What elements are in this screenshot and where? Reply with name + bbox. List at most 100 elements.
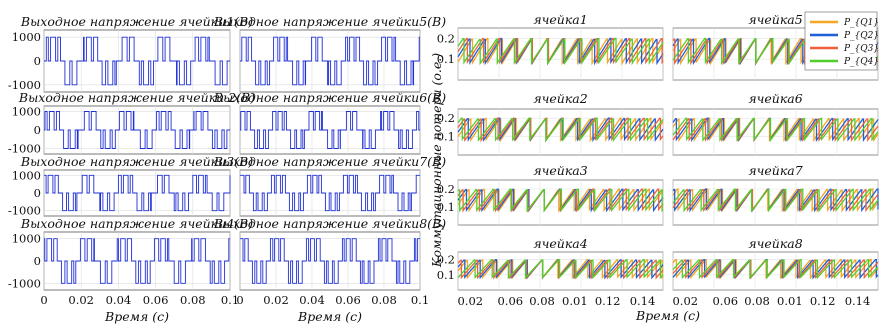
panel-title: ячейка1	[533, 12, 587, 27]
x-tick-label: 0.04	[299, 293, 325, 307]
voltage-panel-4	[43, 231, 231, 291]
voltage-waveform	[44, 36, 230, 86]
y-tick-label: -1000	[8, 141, 41, 155]
y-tick-label: 0.2	[437, 182, 455, 196]
voltage-waveform	[240, 111, 420, 149]
legend-label: P_{Q4}	[843, 57, 879, 67]
panel-title: ячейка7	[748, 163, 802, 178]
loss-plot-area	[672, 251, 879, 291]
x-tick-label: 0.06	[335, 293, 361, 307]
y-tick-label: 0	[34, 186, 41, 200]
x-axis-label: Время (с)	[104, 309, 169, 324]
loss-panel-7	[672, 179, 879, 226]
loss-series-1	[457, 117, 664, 143]
y-tick-label: 0.2	[437, 31, 455, 45]
x-tick-label: 0.12	[595, 294, 621, 308]
voltage-waveform	[240, 238, 420, 284]
panel-title: Выходное напряжение ячейки6(В)	[213, 90, 446, 105]
y-tick-label: 0.1	[437, 268, 455, 282]
loss-series-4	[457, 188, 664, 213]
loss-series-4	[457, 258, 664, 280]
loss-panel-6	[672, 108, 879, 156]
loss-series-4	[457, 37, 664, 66]
panel-title: ячейка4	[533, 236, 587, 251]
voltage-waveform	[240, 174, 420, 212]
y-axis-label: Коммутационные потери (о.е.)	[429, 53, 444, 268]
x-tick-label: 0	[236, 293, 243, 307]
voltage-panel-2	[43, 105, 231, 155]
x-axis-label: Время (с)	[297, 309, 362, 324]
y-tick-label: 0	[34, 54, 41, 68]
loss-panel-4	[457, 251, 664, 291]
panel-title: Выходное напряжение ячейки7(В)	[213, 154, 446, 169]
y-tick-label: 1000	[12, 30, 41, 44]
x-tick-label: 0.06	[712, 294, 738, 308]
voltage-waveform	[44, 111, 230, 149]
panel-title: Выходное напряжение ячейки8(В)	[213, 216, 446, 231]
loss-series-1	[457, 37, 664, 66]
x-tick-label: 0.1	[221, 293, 239, 307]
x-tick-label: 0.1	[411, 293, 429, 307]
y-tick-label: 0	[34, 123, 41, 137]
x-tick-label: 0.02	[263, 293, 289, 307]
voltage-panel-8	[239, 231, 421, 291]
loss-series-1	[672, 258, 879, 280]
x-tick-label: 0.02	[672, 294, 698, 308]
loss-series-1	[672, 188, 879, 213]
y-tick-label: 0.1	[437, 200, 455, 214]
voltage-panel-7	[239, 169, 421, 217]
x-tick-label: 0.04	[106, 293, 132, 307]
voltage-panel-5	[239, 29, 421, 93]
y-tick-label: -1000	[8, 204, 41, 218]
x-tick-label: 0.14	[630, 294, 656, 308]
y-tick-label: 0.2	[437, 253, 455, 267]
panel-title: ячейка8	[748, 236, 802, 251]
y-tick-label: 0	[34, 254, 41, 268]
voltage-panel-1	[43, 29, 231, 93]
loss-series-4	[672, 117, 879, 143]
x-tick-label: 0.08	[180, 293, 206, 307]
loss-series-4	[672, 258, 879, 280]
x-tick-label: 0.08	[529, 294, 555, 308]
loss-series-4	[672, 188, 879, 213]
x-tick-label: 0.06	[497, 294, 523, 308]
y-tick-label: 0.2	[437, 111, 455, 125]
y-tick-label: 1000	[12, 168, 41, 182]
voltage-waveform	[44, 174, 231, 212]
loss-panel-3	[457, 179, 664, 226]
panel-title: ячейка6	[748, 91, 802, 106]
loss-panel-8	[672, 251, 879, 291]
panel-title: ячейка5	[748, 12, 802, 27]
loss-series-4	[457, 117, 664, 143]
panel-title: Выходное напряжение ячейки4(В)	[20, 216, 253, 231]
x-tick-label: 0.06	[143, 293, 169, 307]
legend-label: P_{Q3}	[843, 44, 879, 54]
panel-title: ячейка2	[533, 91, 587, 106]
loss-panel-2	[457, 108, 664, 156]
x-tick-label: 0.02	[68, 293, 94, 307]
x-tick-label: 0.12	[810, 294, 836, 308]
x-tick-label: 0	[40, 293, 47, 307]
panel-title: Выходное напряжение ячейки1(В)	[20, 14, 253, 29]
panel-title: ячейка3	[533, 163, 587, 178]
legend	[804, 11, 878, 71]
y-tick-label: -1000	[8, 276, 41, 290]
x-tick-label: 0.14	[845, 294, 871, 308]
voltage-panel-3	[43, 169, 231, 217]
legend-label: P_{Q1}	[843, 18, 879, 28]
x-axis-label: Время (с)	[635, 308, 700, 323]
x-tick-label: 0.08	[371, 293, 397, 307]
x-tick-label: 0.08	[744, 294, 770, 308]
panel-title: Выходное напряжение ячейки5(В)	[213, 14, 446, 29]
panel-title: Выходное напряжение ячейки 2(В)	[18, 90, 255, 105]
panel-title: Выходное напряжение ячейки3(В)	[20, 154, 253, 169]
y-tick-label: -1000	[8, 78, 41, 92]
legend-label: P_{Q2}	[843, 31, 879, 41]
voltage-waveform	[240, 36, 420, 86]
voltage-waveform	[44, 238, 230, 284]
voltage-panel-6	[239, 105, 421, 155]
x-tick-label: 0.01	[777, 294, 803, 308]
x-tick-label: 0.02	[457, 294, 483, 308]
y-tick-label: 0.1	[437, 52, 455, 66]
